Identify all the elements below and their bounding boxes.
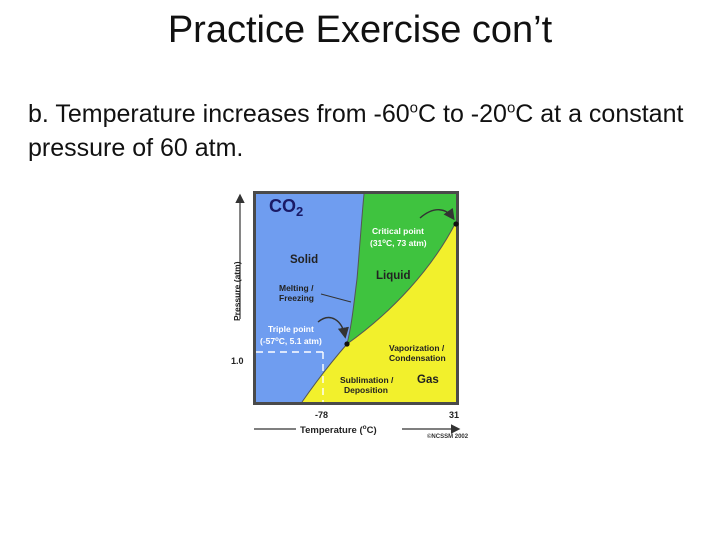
critical-point-marker [453, 221, 459, 227]
triple-point-label: Triple point [268, 324, 314, 334]
sublimation-curve [301, 343, 348, 403]
degree-superscript-2: o [506, 99, 516, 117]
slide-title: Practice Exercise con’t [167, 9, 553, 51]
co2-phase-diagram: CO2 Solid Liquid Gas Critical point (31o… [231, 191, 469, 440]
compound-subscript: 2 [296, 204, 303, 219]
y-tick-label: 1.0 [231, 356, 244, 366]
liquid-region [347, 194, 456, 344]
body-text-part-1: b. Temperature increases from -60 [28, 100, 410, 128]
x-tick-label-1: -78 [315, 410, 328, 420]
critical-point-coords: (31oC, 73 atm) [370, 238, 427, 248]
critical-point-arrow [419, 207, 455, 221]
critical-point-label: Critical point [372, 226, 424, 236]
melting-label: Melting / Freezing [279, 283, 316, 303]
body-text-part-3: C at a constant pressure of 60 atm. [28, 100, 684, 162]
slide-body-text: b. Temperature increases from -60oC to -… [28, 98, 708, 166]
x-tick-label-2: 31 [449, 410, 459, 420]
triple-point-marker [344, 341, 350, 347]
x-axis-label: Temperature (oC) [300, 424, 377, 436]
vaporization-label: Vaporization / Condensation [389, 343, 447, 363]
sublimation-label: Sublimation / Deposition [340, 375, 396, 395]
triple-point-arrow [317, 317, 349, 339]
triple-point-coords: (-57oC, 5.1 atm) [260, 336, 322, 346]
gas-label: Gas [417, 374, 439, 386]
degree-superscript-1: o [409, 99, 418, 117]
vaporization-curve [346, 221, 457, 345]
melting-label-pointer [320, 293, 352, 303]
solid-region [256, 194, 364, 402]
melting-curve [346, 193, 365, 345]
solid-label: Solid [290, 254, 318, 266]
body-text-part-2: C to -20 [418, 100, 507, 128]
liquid-label: Liquid [376, 270, 411, 282]
copyright-label: ©NCSSM 2002 [427, 433, 469, 440]
y-axis-label: Pressure (atm) [232, 261, 242, 321]
compound-label: CO2 [269, 196, 303, 219]
